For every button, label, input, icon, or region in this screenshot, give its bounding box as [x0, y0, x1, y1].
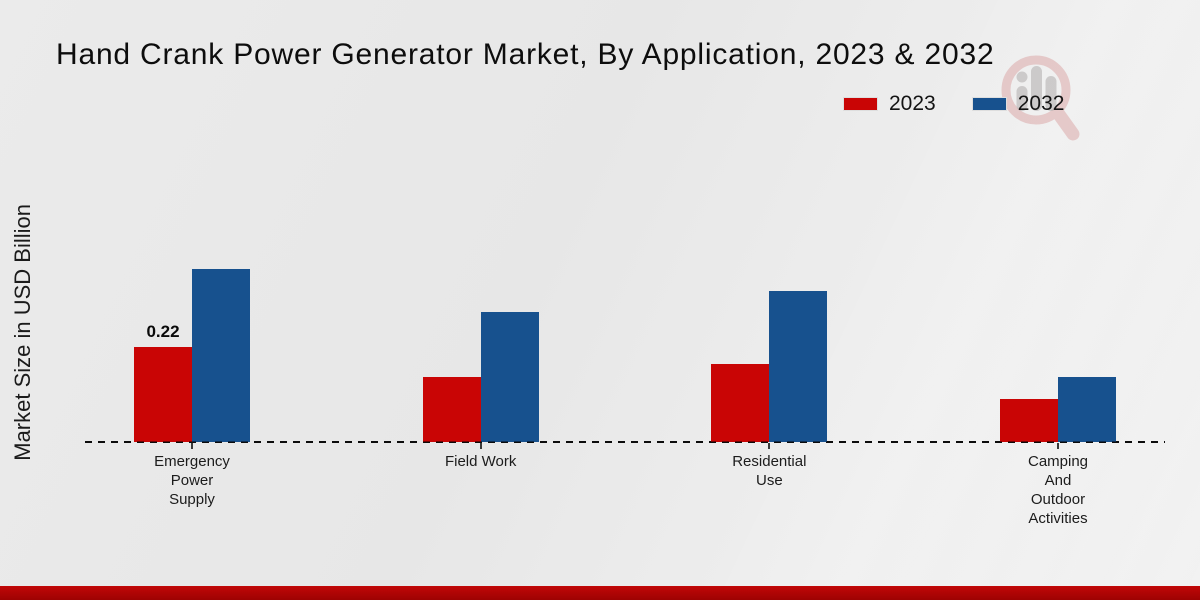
x-axis-dashed-baseline — [85, 441, 1165, 443]
footer-red-stripe — [0, 586, 1200, 600]
bar-2032-residential-use — [769, 291, 828, 442]
bar-2023-emergency-power-supply — [134, 347, 192, 442]
legend-item-2023: 2023 — [843, 92, 936, 116]
x-axis-tick — [191, 443, 193, 449]
x-axis-dashed-baseline-overlay — [85, 441, 1165, 443]
y-axis-label: Market Size in USD Billion — [10, 203, 35, 461]
bar-2023-camping-and-outdoor-activities — [1000, 399, 1058, 442]
bar-2023-field-work — [422, 377, 481, 442]
bar-2032-camping-and-outdoor-activities — [1058, 377, 1116, 442]
legend-swatch-2023 — [843, 97, 878, 111]
x-axis-tick — [1057, 443, 1059, 449]
y-axis-label-wrap: Market Size in USD Billion — [0, 148, 46, 516]
x-axis-tick — [479, 443, 482, 449]
x-axis-category-label: Residential Use — [732, 453, 807, 489]
bar-2032-emergency-power-supply — [192, 269, 250, 442]
chart-title: Hand Crank Power Generator Market, By Ap… — [56, 38, 995, 71]
legend-label: 2023 — [889, 92, 936, 115]
x-axis-category-label: Emergency Power Supply — [154, 453, 230, 508]
bar-2023-residential-use — [711, 364, 770, 442]
x-axis-category-label: Camping And Outdoor Activities — [1027, 453, 1089, 527]
x-axis-category-label: Field Work — [444, 453, 517, 470]
legend-item-2032: 2032 — [971, 92, 1065, 116]
x-axis-tick — [768, 443, 771, 449]
bar-2032-field-work — [480, 312, 539, 442]
legend-label: 2032 — [1017, 92, 1065, 115]
legend: 2023 2032 — [843, 92, 1064, 116]
bar-value-label: 0.22 — [146, 322, 180, 341]
legend-swatch-2032 — [971, 97, 1007, 111]
